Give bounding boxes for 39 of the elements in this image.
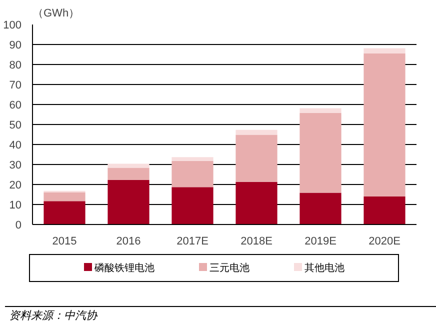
y-tick-label: 30 (9, 160, 22, 172)
y-tick-label: 100 (3, 20, 22, 32)
y-axis-title: （GWh） (32, 8, 80, 20)
bar (364, 48, 406, 54)
x-tick-label: 2017E (176, 236, 208, 248)
x-tick-label: 2020E (368, 236, 400, 248)
legend-label: 三元电池 (208, 263, 250, 274)
bar (236, 182, 278, 224)
x-tick-label: 2016 (116, 236, 141, 248)
y-tick-label: 90 (9, 40, 22, 52)
bar (364, 54, 406, 196)
text: 资料来源：中汽协 (9, 310, 97, 322)
y-tick-label: 80 (9, 60, 22, 72)
x-tick-label: 2019E (304, 236, 336, 248)
y-tick-label: 20 (9, 180, 22, 192)
y-tick-label: 10 (9, 200, 22, 212)
y-tick-label: 70 (9, 80, 22, 92)
bar (44, 201, 86, 224)
y-tick-label: 60 (9, 100, 22, 112)
bar (300, 112, 342, 193)
legend-label: 磷酸铁锂电池 (94, 263, 154, 274)
bar (108, 164, 150, 168)
legend-label: 其他电池 (304, 263, 344, 274)
bar (108, 168, 150, 180)
bar (44, 192, 86, 202)
bar (172, 187, 214, 224)
bar (172, 160, 214, 188)
y-tick-label: 0 (15, 220, 22, 232)
bar (364, 196, 406, 224)
bar (236, 130, 278, 135)
bar (172, 157, 214, 161)
x-tick-label: 2015 (52, 236, 77, 248)
bar (236, 134, 278, 182)
x-tick-label: 2018E (240, 236, 272, 248)
y-tick-label: 50 (9, 120, 22, 132)
y-tick-label: 40 (9, 140, 22, 152)
bar (300, 108, 342, 113)
bar (108, 180, 150, 224)
bar (300, 192, 342, 224)
